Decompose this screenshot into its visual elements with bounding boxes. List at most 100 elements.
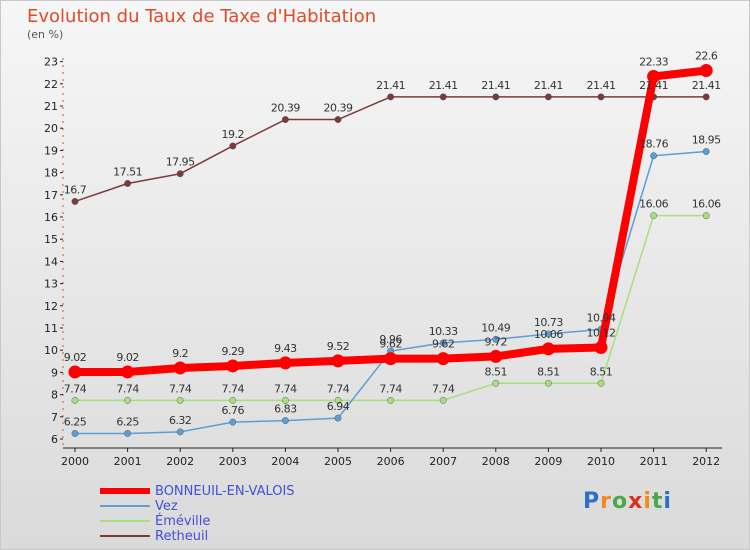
data-point-retheuil (229, 142, 237, 150)
data-label-emeville: 7.74 (169, 382, 192, 395)
data-label-vez: 10.33 (429, 325, 458, 338)
data-point-bonneuil-en-valois (541, 342, 555, 356)
proxiti-logo: Proxiti (583, 489, 672, 514)
data-point-emeville (387, 396, 394, 404)
data-label-bonneuil-en-valois: 9.43 (274, 342, 297, 355)
series-line-retheuil (74, 96, 707, 203)
data-point-vez (334, 414, 342, 422)
data-point-vez (439, 339, 447, 347)
data-point-bonneuil-en-valois (226, 359, 240, 373)
data-label-retheuil: 21.41 (534, 79, 563, 92)
y-tick-label: 14 (44, 255, 58, 268)
y-tick-label: 21 (44, 100, 58, 113)
data-label-retheuil: 21.41 (376, 79, 405, 92)
data-point-retheuil (387, 93, 394, 101)
legend-item-bonneuil-en-valois: BONNEUIL-EN-VALOIS (100, 484, 360, 499)
y-tick-label: 13 (44, 278, 58, 291)
x-tick-label: 2006 (377, 455, 405, 468)
data-label-retheuil: 16.7 (64, 183, 87, 196)
legend: BONNEUIL-EN-VALOIS Vez Éméville Retheuil (100, 484, 360, 544)
data-label-vez: 10.49 (481, 321, 510, 334)
data-label-emeville: 16.06 (639, 198, 668, 211)
data-label-emeville: 7.74 (222, 382, 245, 395)
data-point-emeville (176, 396, 184, 404)
data-point-emeville (334, 396, 342, 404)
data-point-bonneuil-en-valois (384, 352, 398, 366)
x-tick-label: 2007 (429, 455, 457, 468)
data-label-vez: 9.96 (379, 333, 402, 346)
data-label-bonneuil-en-valois: 9.02 (64, 351, 87, 364)
data-point-retheuil (71, 198, 79, 205)
data-point-emeville (229, 396, 237, 404)
x-tick-label: 2009 (534, 455, 562, 468)
data-point-bonneuil-en-valois (699, 63, 713, 77)
data-label-emeville: 8.51 (485, 365, 508, 378)
data-label-bonneuil-en-valois: 9.52 (327, 340, 350, 353)
data-label-retheuil: 21.41 (692, 79, 721, 92)
data-point-vez (492, 335, 500, 343)
data-label-vez: 10.94 (587, 311, 616, 324)
y-tick-label: 22 (44, 78, 58, 91)
legend-label: Retheuil (155, 529, 209, 544)
data-point-emeville (124, 396, 132, 404)
y-tick-label: 8 (51, 389, 58, 402)
legend-swatch (100, 535, 150, 537)
data-point-retheuil (334, 116, 342, 123)
data-point-bonneuil-en-valois (68, 365, 82, 379)
data-label-retheuil: 21.41 (429, 79, 458, 92)
data-label-bonneuil-en-valois: 9.2 (172, 347, 188, 360)
y-tick-label: 6 (51, 433, 58, 446)
legend-swatch (100, 520, 150, 522)
x-tick-label: 2001 (114, 455, 142, 468)
data-label-bonneuil-en-valois: 22.6 (695, 49, 718, 62)
data-point-vez (124, 430, 132, 437)
data-label-vez: 18.76 (639, 138, 668, 151)
data-label-bonneuil-en-valois: 9.72 (485, 335, 508, 348)
x-tick-label: 2000 (61, 455, 89, 468)
x-tick-label: 2010 (587, 455, 615, 468)
data-point-retheuil (124, 180, 132, 187)
data-label-retheuil: 21.41 (481, 79, 510, 92)
data-label-vez: 6.94 (327, 400, 350, 413)
y-tick-label: 9 (51, 366, 58, 379)
data-point-retheuil (702, 93, 710, 101)
y-tick-label: 23 (44, 56, 58, 69)
data-point-retheuil (492, 93, 500, 101)
data-label-emeville: 7.74 (116, 382, 139, 395)
y-tick-label: 18 (44, 167, 58, 180)
data-point-bonneuil-en-valois (331, 354, 345, 368)
data-point-emeville (71, 396, 79, 404)
data-point-emeville (439, 396, 447, 404)
y-tick-label: 10 (44, 344, 58, 357)
data-label-vez: 6.83 (274, 403, 297, 416)
x-tick-label: 2004 (271, 455, 299, 468)
data-point-emeville (545, 379, 552, 387)
y-tick-label: 20 (44, 122, 58, 135)
data-label-emeville: 7.74 (327, 382, 350, 395)
data-label-vez: 6.32 (169, 414, 192, 427)
data-label-emeville: 16.06 (692, 198, 721, 211)
legend-label: Vez (155, 499, 178, 514)
data-point-retheuil (597, 93, 605, 101)
data-label-emeville: 7.74 (379, 382, 402, 395)
data-point-retheuil (439, 93, 447, 101)
data-label-vez: 6.25 (116, 415, 139, 428)
y-tick-label: 19 (44, 144, 58, 157)
data-point-bonneuil-en-valois (278, 356, 292, 370)
data-point-vez (650, 152, 657, 160)
data-label-bonneuil-en-valois: 10.06 (534, 328, 563, 341)
data-label-vez: 6.76 (222, 404, 245, 417)
legend-item-retheuil: Retheuil (100, 529, 360, 544)
data-point-vez (176, 428, 184, 436)
data-label-retheuil: 21.41 (587, 79, 616, 92)
data-label-retheuil: 20.39 (271, 102, 300, 115)
legend-swatch (100, 488, 150, 494)
y-tick-label: 15 (44, 233, 58, 246)
data-point-retheuil (545, 93, 552, 101)
data-point-vez (702, 148, 710, 155)
data-point-retheuil (176, 170, 184, 178)
y-tick-label: 11 (44, 322, 58, 335)
data-point-bonneuil-en-valois (489, 349, 503, 363)
data-point-vez (71, 430, 79, 437)
